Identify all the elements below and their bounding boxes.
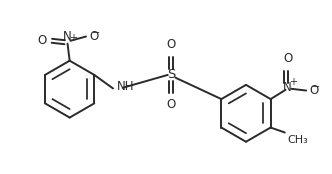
Text: N: N (283, 81, 292, 94)
Text: O: O (167, 38, 176, 52)
Text: −: − (92, 28, 100, 38)
Text: O: O (283, 52, 292, 65)
Text: O: O (38, 34, 47, 47)
Text: −: − (312, 82, 320, 92)
Text: O: O (167, 98, 176, 111)
Text: O: O (89, 30, 99, 43)
Text: +: + (69, 33, 77, 43)
Text: NH: NH (117, 81, 134, 93)
Text: CH₃: CH₃ (287, 135, 308, 145)
Text: S: S (167, 68, 176, 81)
Text: O: O (309, 84, 319, 97)
Text: +: + (289, 77, 297, 87)
Text: N: N (63, 30, 72, 43)
